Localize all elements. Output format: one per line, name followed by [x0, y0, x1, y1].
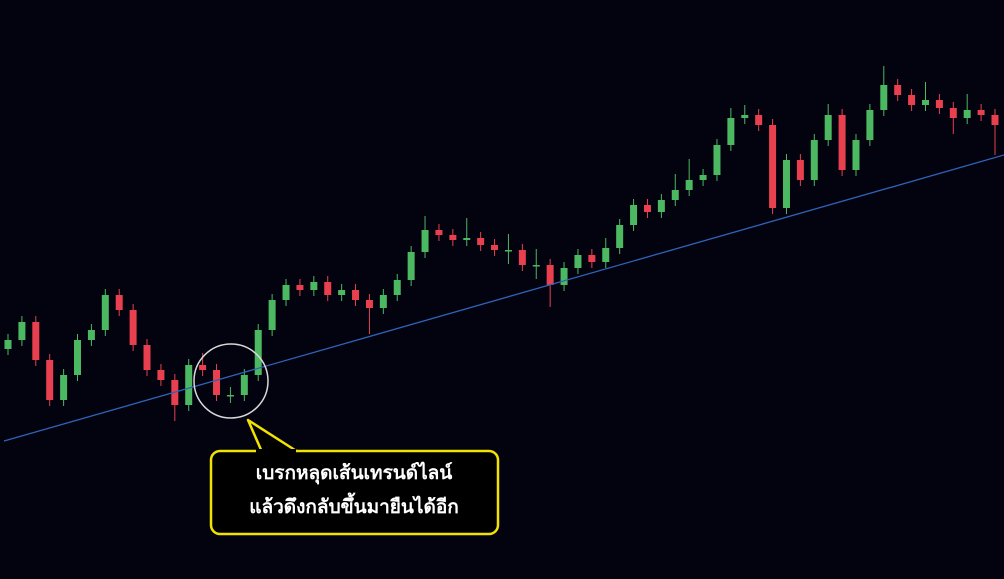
candle-body: [699, 175, 707, 180]
candle-body: [991, 115, 999, 125]
candle-body: [32, 322, 40, 360]
candle-body: [824, 115, 832, 140]
candle-body: [755, 115, 763, 125]
candle-body: [560, 268, 568, 285]
candle-body: [588, 255, 596, 262]
candle-body: [310, 282, 318, 290]
candle-body: [101, 295, 109, 330]
candle-body: [935, 100, 943, 108]
candle-body: [921, 100, 929, 105]
candle-body: [518, 250, 526, 265]
candle-body: [685, 180, 693, 190]
candle-body: [115, 295, 123, 310]
candle-body: [4, 340, 12, 349]
candle-body: [324, 282, 332, 295]
candle-body: [963, 110, 971, 118]
candle-body: [463, 238, 471, 240]
candle-body: [157, 370, 165, 380]
candle-body: [477, 238, 485, 245]
candle-body: [602, 248, 610, 262]
candle-body: [546, 265, 554, 285]
candle-body: [949, 108, 957, 118]
candle-body: [657, 200, 665, 212]
candle-body: [796, 160, 804, 180]
candle-body: [671, 190, 679, 200]
candle-body: [352, 290, 360, 300]
candle-body: [393, 280, 401, 295]
candle-body: [18, 322, 26, 340]
candle-body: [866, 110, 874, 140]
candle-body: [810, 140, 818, 180]
callout-text: เบรกหลุดเส้นเทรนด์ไลน์: [256, 461, 453, 485]
candle-body: [908, 95, 916, 105]
candle-body: [630, 205, 638, 225]
candle-body: [254, 330, 262, 375]
callout-text: แล้วดึงกลับขึ้นมายืนได้อีก: [249, 492, 458, 518]
candle-body: [616, 225, 624, 248]
candle-body: [782, 160, 790, 208]
candle-body: [87, 330, 95, 340]
highlight-circle: [193, 343, 269, 419]
candle-body: [643, 205, 651, 212]
candle-body: [296, 285, 304, 290]
candle-body: [379, 295, 387, 308]
candle-body: [894, 85, 902, 95]
candle-body: [977, 110, 985, 115]
candle-body: [838, 115, 846, 170]
candle-body: [407, 252, 415, 280]
candle-body: [143, 345, 151, 370]
candle-body: [268, 300, 276, 330]
candle-body: [282, 285, 290, 300]
candle-body: [504, 250, 512, 252]
candle-body: [713, 145, 721, 175]
candle-body: [60, 375, 68, 400]
candle-body: [532, 265, 540, 267]
candle-body: [449, 235, 457, 240]
candle-body: [852, 140, 860, 170]
candle-body: [46, 360, 54, 400]
candle-body: [421, 230, 429, 252]
candle-body: [240, 375, 248, 395]
trendline: [3, 154, 1004, 442]
candles: [4, 66, 999, 421]
candle-body: [365, 300, 373, 308]
callout-box: [209, 449, 500, 536]
callout-join: [256, 449, 296, 454]
candle-body: [880, 85, 888, 110]
candle-body: [74, 340, 82, 375]
candle-body: [727, 118, 735, 145]
candle-body: [129, 310, 137, 345]
candle-body: [338, 290, 346, 295]
candle-body: [213, 370, 221, 395]
candle-body: [574, 255, 582, 268]
candle-body: [769, 125, 777, 208]
candle-body: [226, 395, 234, 397]
candle-body: [741, 115, 749, 118]
candle-body: [491, 245, 499, 250]
candle-body: [199, 365, 207, 370]
candle-body: [185, 365, 193, 405]
candle-body: [435, 230, 443, 235]
